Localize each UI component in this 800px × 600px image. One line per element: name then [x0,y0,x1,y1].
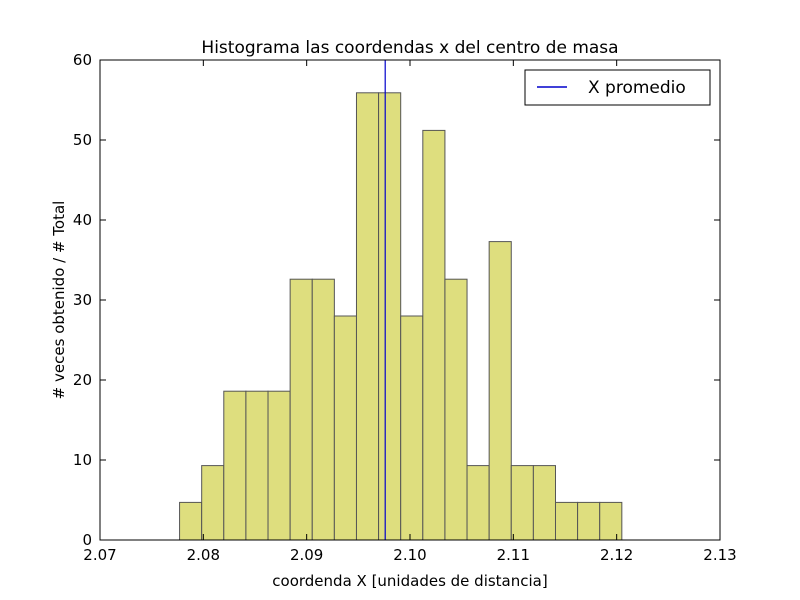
x-tick-label: 2.10 [393,546,426,564]
x-tick-label: 2.11 [497,546,530,564]
axis-ticks: 2.07 2.08 2.09 2.10 2.11 2.12 2.13 0 10 20 30 40 50 6… [73,51,737,564]
y-tick-label: 10 [73,451,92,469]
histogram-bar [223,390,247,541]
histogram-bar [599,501,623,541]
histogram-bar [378,92,402,541]
y-tick-label: 30 [73,291,92,309]
histogram-bars [179,92,623,541]
x-tick-label: 2.12 [600,546,633,564]
histogram-bar [355,92,380,541]
legend-label: X promedio [588,78,686,98]
plot-frame [99,59,721,541]
y-tick-label: 50 [73,131,92,149]
legend: X promedio [524,69,711,106]
histogram-bar [422,129,446,541]
x-tick-label: 2.08 [187,546,220,564]
y-tick-label: 0 [82,531,92,549]
y-tick-label: 40 [73,211,92,229]
histogram-bar [488,241,512,541]
histogram-bar [577,501,601,541]
histogram-bar [311,278,335,541]
histogram-bar [289,278,313,541]
histogram-bar [333,315,357,541]
x-tick-label: 2.13 [703,546,736,564]
y-tick-label: 20 [73,371,92,389]
x-tick-label: 2.07 [83,546,116,564]
x-axis-label: coordenda X [unidades de distancia] [272,572,547,590]
y-axis-label: # veces obtenido / # Total [50,201,68,400]
chart-title: Histograma las coordendas x del centro d… [201,38,618,58]
histogram-bar [554,501,579,541]
histogram-bar [400,315,424,541]
histogram-bar [201,465,225,541]
histogram-bar [245,390,269,541]
histogram-bar [532,465,556,541]
histogram-bar [267,390,291,541]
y-tick-label: 60 [73,51,92,69]
histogram-bar [466,465,490,541]
x-tick-label: 2.09 [290,546,323,564]
histogram-bar [510,465,534,541]
histogram-bar [444,278,468,541]
histogram-bar [179,501,203,541]
